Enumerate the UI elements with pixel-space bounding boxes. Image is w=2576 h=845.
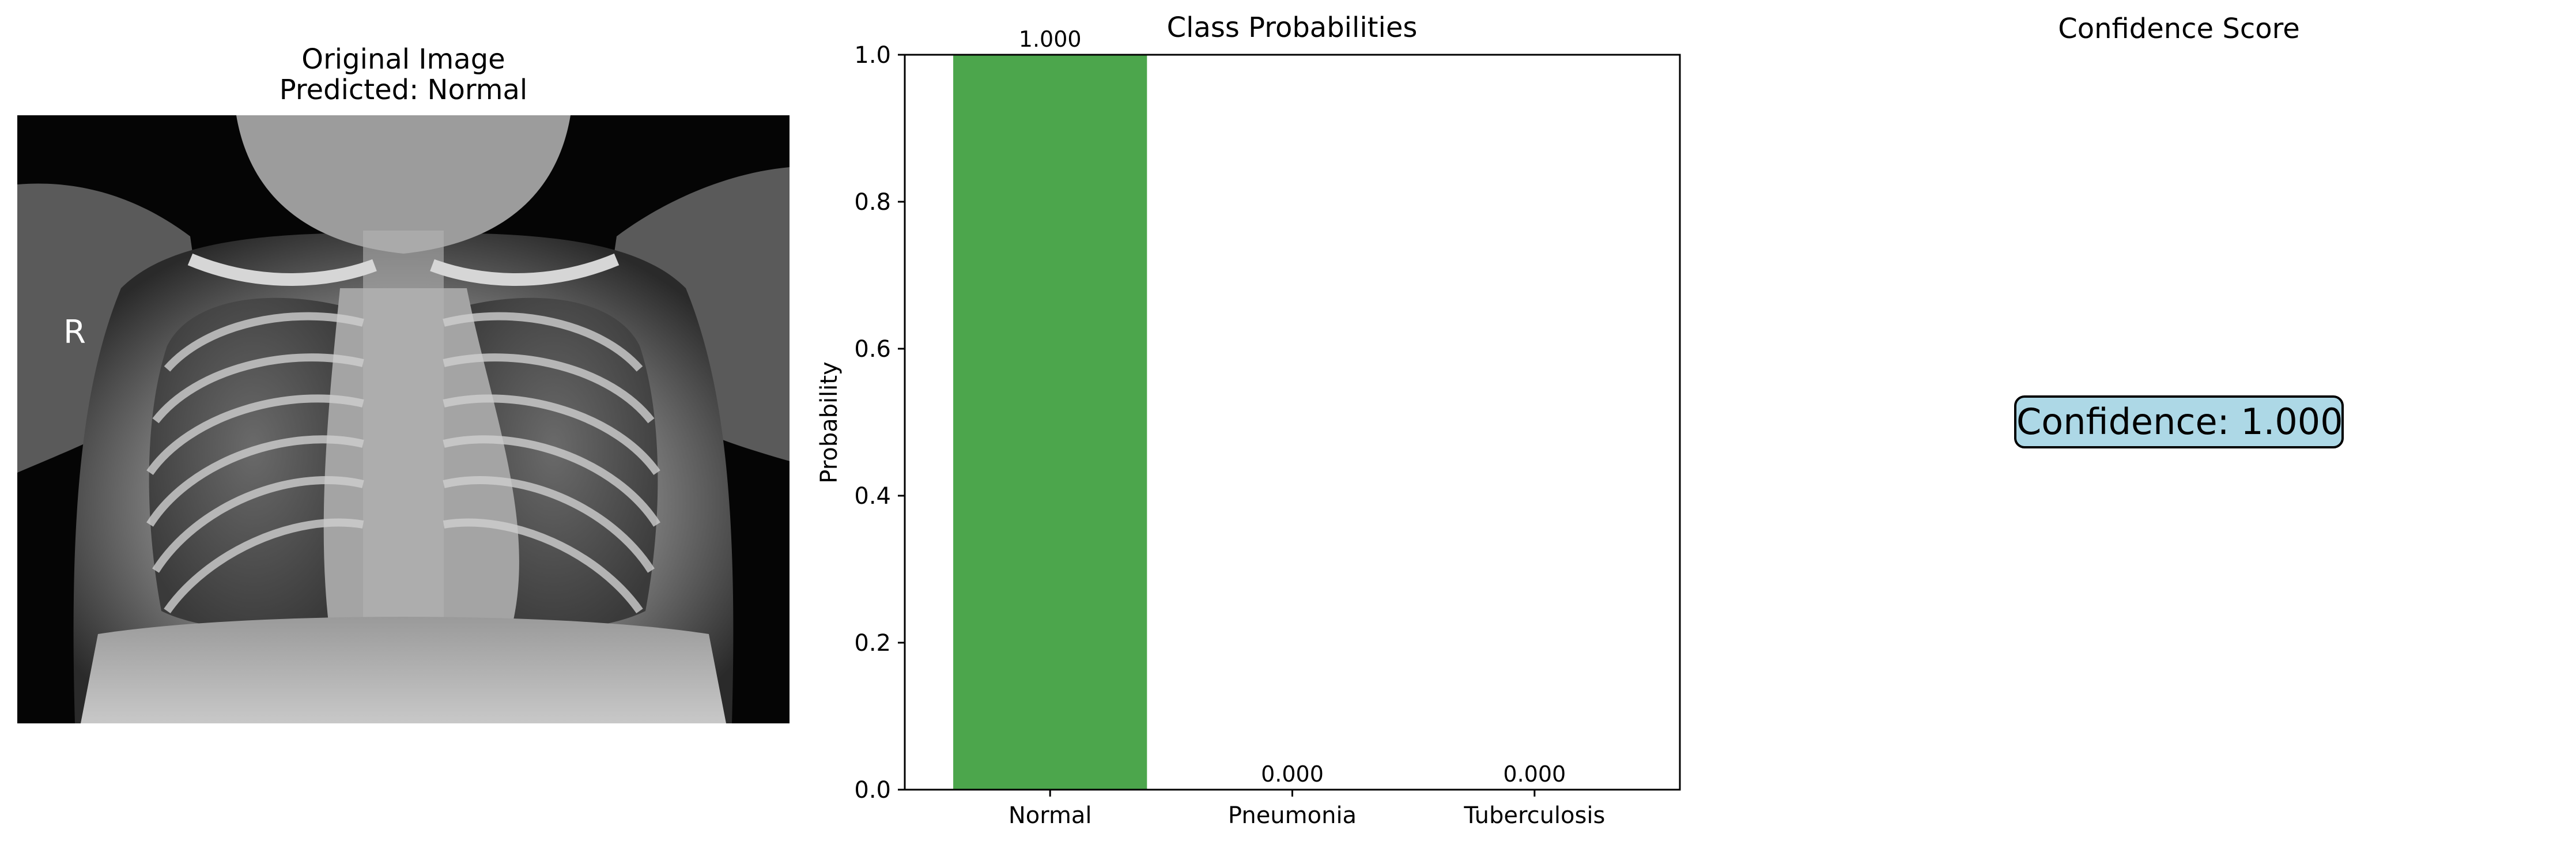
y-axis-label: Probability: [816, 361, 843, 483]
image-title: Original Image: [301, 43, 505, 76]
x-tick-label-pneumonia: Pneumonia: [1228, 802, 1357, 829]
x-tick-label-tuberculosis: Tuberculosis: [1463, 802, 1605, 829]
chest-xray-image: R: [17, 115, 790, 723]
y-tick-label: 0.6: [854, 336, 891, 363]
confidence-title: Confidence Score: [2058, 13, 2300, 45]
xray-marker-r: R: [63, 314, 86, 351]
bar-normal: [953, 55, 1147, 790]
y-tick-label: 0.8: [854, 189, 891, 216]
value-label-tuberculosis: 0.000: [1503, 761, 1566, 787]
confidence-badge: Confidence: 1.000: [2014, 395, 2344, 448]
prediction-label: Predicted: Normal: [279, 74, 528, 106]
chart-title: Class Probabilities: [1167, 12, 1418, 44]
y-tick-label: 1.0: [854, 42, 891, 69]
y-tick-label: 0.4: [854, 483, 891, 510]
x-tick-label-normal: Normal: [1009, 802, 1092, 829]
y-tick-label: 0.0: [854, 777, 891, 803]
value-label-pneumonia: 0.000: [1261, 761, 1324, 787]
value-label-normal: 1.000: [1019, 27, 1082, 52]
y-tick-label: 0.2: [854, 630, 891, 657]
